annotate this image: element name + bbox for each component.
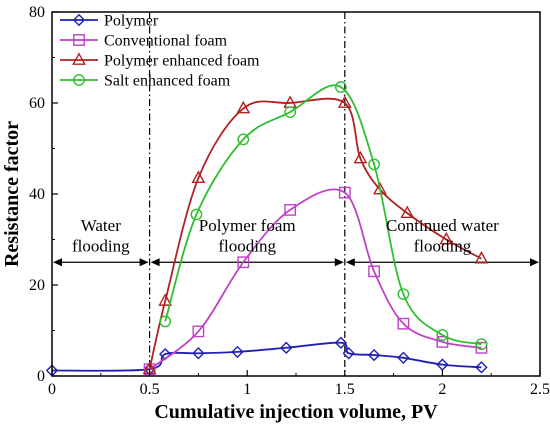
data-point	[334, 81, 347, 93]
data-point	[368, 158, 380, 171]
legend-item: Polymer enhanced foam	[60, 52, 260, 70]
data-point	[373, 181, 387, 195]
data-point	[397, 351, 410, 364]
x-tick-label: 2	[438, 381, 446, 398]
x-tick-label: 0.5	[140, 381, 160, 398]
data-point	[400, 205, 415, 219]
series-group	[45, 81, 489, 377]
x-tick-label: 0	[48, 381, 56, 398]
x-tick-label: 1	[243, 381, 251, 398]
data-point	[475, 338, 488, 351]
legend-label: Polymer enhanced foam	[104, 53, 260, 70]
series-3	[142, 95, 489, 375]
phase-arrow-head-right	[530, 258, 539, 267]
x-axis-title: Cumulative injection volume, PV	[154, 401, 438, 423]
data-point	[353, 150, 368, 164]
legend-item: Conventional foam	[60, 33, 228, 50]
data-point	[368, 265, 380, 278]
data-point	[159, 315, 172, 328]
legend-label: Salt enhanced foam	[104, 73, 231, 90]
data-point	[474, 250, 489, 264]
phase-arrow-head-left	[345, 258, 355, 267]
y-axis-title: Resistance factor	[1, 121, 23, 267]
series-4	[159, 81, 488, 351]
y-tick-label: 20	[29, 277, 45, 294]
y-tick-label: 60	[29, 95, 45, 112]
data-point	[191, 170, 206, 183]
legend-swatch-marker	[73, 34, 85, 46]
y-tick-label: 0	[37, 368, 45, 385]
data-point	[236, 100, 251, 114]
phase-arrow-head-left	[150, 258, 160, 267]
data-point	[342, 347, 355, 360]
data-point	[237, 133, 250, 146]
legend-item: Polymer	[60, 13, 159, 30]
data-point	[192, 325, 205, 338]
data-point	[280, 341, 293, 354]
data-point	[337, 95, 352, 108]
data-point	[397, 317, 410, 330]
data-point	[231, 345, 244, 359]
phase-label: Continued water	[386, 216, 499, 235]
phase-label: flooding	[72, 236, 130, 255]
phase-arrow-head-right	[334, 258, 344, 267]
phase-label: Polymer foam	[199, 216, 296, 235]
data-point	[237, 256, 250, 269]
data-point	[338, 186, 351, 199]
x-tick-label: 1.5	[335, 381, 355, 398]
legend-label: Conventional foam	[104, 33, 228, 50]
series-1	[45, 336, 488, 377]
data-point	[475, 361, 488, 374]
data-point	[397, 288, 410, 300]
legend-swatch-marker	[72, 52, 86, 65]
phase-arrow-head-right	[139, 258, 149, 267]
y-tick-label: 80	[29, 4, 45, 21]
data-point	[284, 106, 297, 119]
data-point	[436, 335, 449, 348]
y-tick-label: 40	[29, 186, 45, 203]
data-point	[436, 329, 449, 341]
data-point	[158, 293, 173, 306]
phase-boundaries	[149, 12, 346, 376]
legend-label: Polymer	[104, 13, 159, 30]
data-point	[284, 204, 297, 216]
data-point	[192, 347, 205, 360]
data-point	[190, 208, 203, 221]
series-line	[164, 84, 482, 346]
legend-swatch-marker	[72, 13, 86, 27]
series-line	[51, 341, 482, 372]
data-point	[334, 336, 348, 349]
data-point	[367, 348, 381, 362]
phase-arrow-head-left	[53, 258, 62, 267]
legend-item: Salt enhanced foam	[60, 73, 231, 90]
legend: Polymer Conventional foam Polymer enhanced…	[60, 13, 260, 90]
data-point	[475, 341, 488, 354]
legend-swatch-marker	[73, 74, 85, 86]
phase-label: flooding	[414, 236, 472, 255]
phase-label: Water	[81, 216, 121, 235]
x-tick-label: 2.5	[530, 381, 550, 398]
phase-arrows	[53, 258, 539, 267]
data-point	[439, 231, 454, 245]
series-2	[143, 186, 488, 376]
data-point	[436, 358, 449, 371]
axis-ticks: 0 0.5 1 1.5 2 2.5 0 20 40 60 80	[29, 4, 550, 398]
series-line	[149, 188, 482, 370]
phase-label: flooding	[218, 236, 276, 255]
